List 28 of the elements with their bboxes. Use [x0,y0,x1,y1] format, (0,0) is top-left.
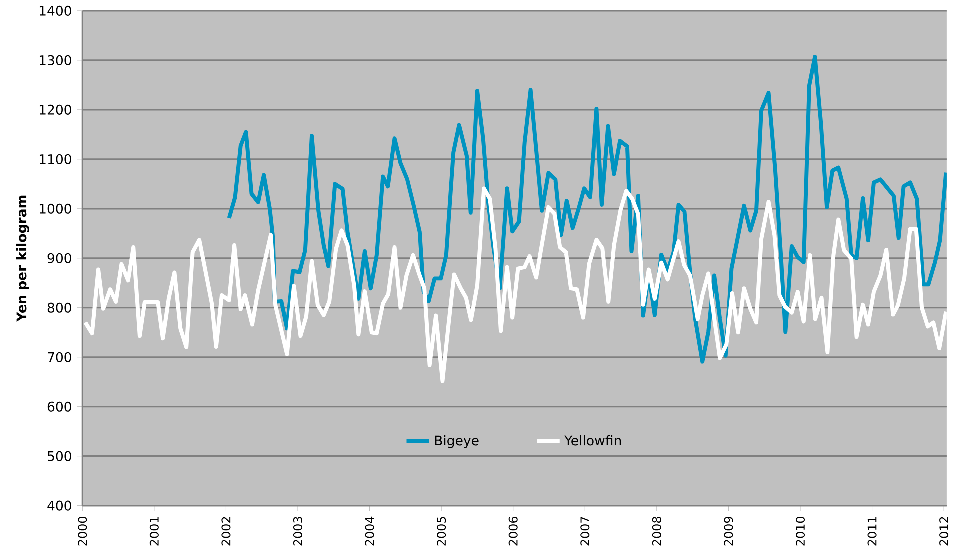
y-tick-label: 900 [48,253,72,264]
legend-label: Yellowfin [564,435,622,446]
y-tick-label: 1300 [40,55,72,66]
y-axis-title: Yen per kilogram [16,196,30,322]
y-tick-label: 600 [48,402,72,412]
x-tick-label: 2007 [580,517,590,546]
y-tick-label: 700 [48,352,72,362]
x-tick-label: 2001 [150,517,159,546]
legend-label: Bigeye [435,435,479,448]
y-tick-label: 1200 [40,104,72,115]
y-tick-label: 1000 [40,204,72,214]
y-tick-label: 1400 [40,6,72,16]
x-tick-label: 2008 [652,517,662,546]
line-series [84,186,947,384]
y-tick-label: 1100 [40,154,72,164]
x-tick-label: 2006 [508,516,518,546]
x-tick-label: 2005 [437,517,446,546]
y-tick-label: 400 [48,500,72,511]
x-tick-label: 2012 [940,517,949,546]
y-tick-label: 800 [48,302,72,313]
x-tick-label: 2002 [222,517,231,546]
x-tick-label: 2009 [724,517,734,546]
x-tick-label: 2000 [78,516,88,546]
y-tick-label: 500 [48,451,72,462]
x-tick-label: 2011 [868,517,877,546]
x-tick-label: 2003 [293,517,303,546]
x-tick-label: 2010 [796,516,806,546]
x-tick-label: 2004 [365,516,374,546]
